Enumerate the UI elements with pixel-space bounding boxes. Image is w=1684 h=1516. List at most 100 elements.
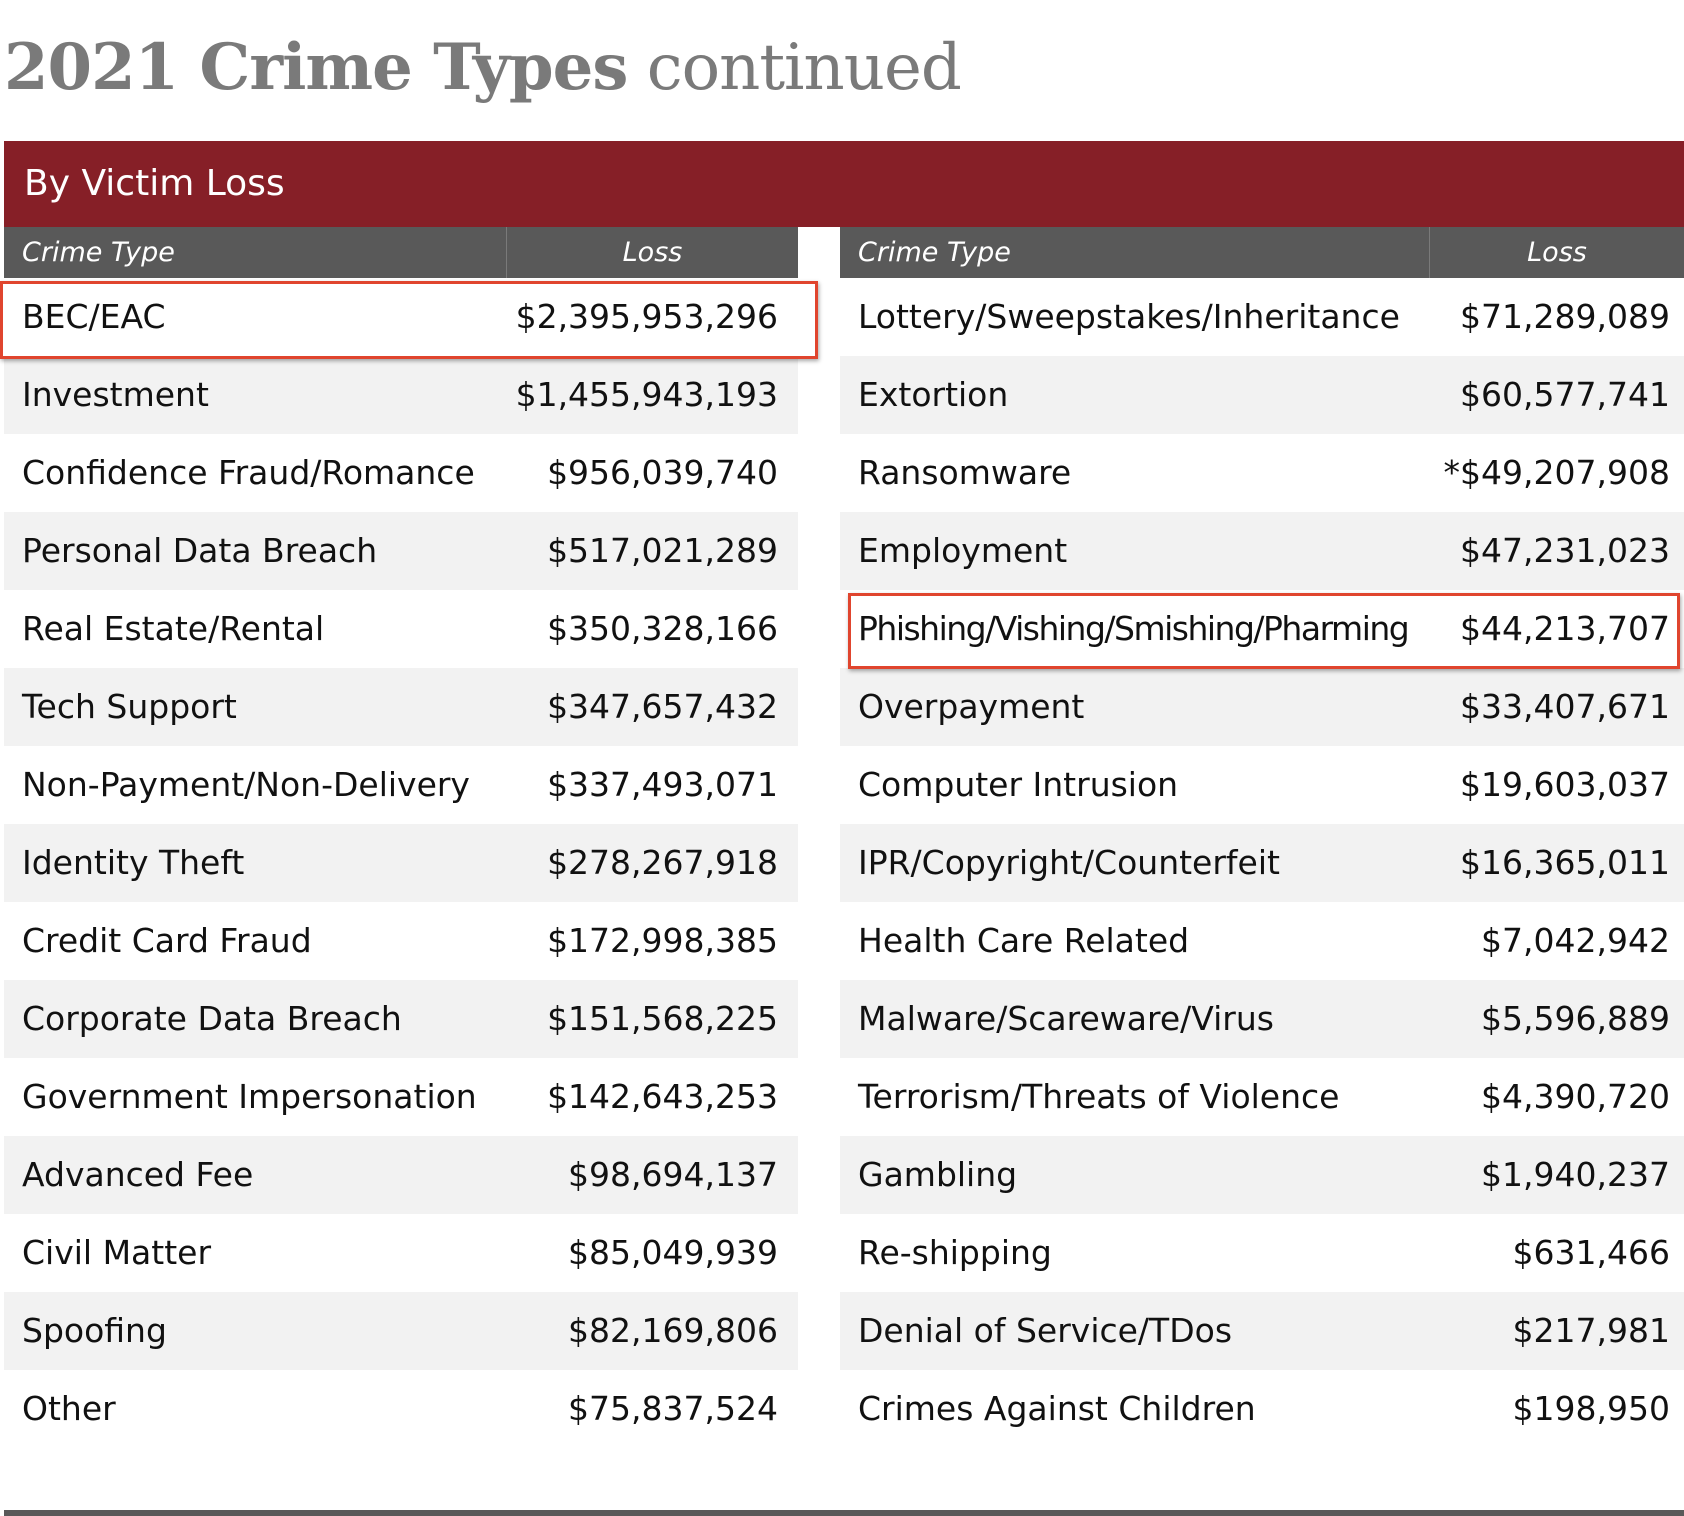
- loss-cell: $60,577,741: [1460, 375, 1670, 414]
- loss-cell: $19,603,037: [1460, 765, 1670, 804]
- crime-type-cell: Personal Data Breach: [22, 531, 378, 570]
- crime-type-cell: Ransomware: [858, 453, 1072, 492]
- table-row: Identity Theft $278,267,918: [4, 824, 798, 902]
- bottom-divider: [4, 1510, 1684, 1516]
- loss-cell: $142,643,253: [547, 1077, 778, 1116]
- table-row: Advanced Fee $98,694,137: [4, 1136, 798, 1214]
- crime-type-cell: Lottery/Sweepstakes/Inheritance: [858, 297, 1400, 336]
- crime-type-cell: Spoofing: [22, 1311, 167, 1350]
- table-row: Employment $47,231,023: [840, 512, 1684, 590]
- crime-type-cell: Health Care Related: [858, 921, 1190, 960]
- loss-cell: $85,049,939: [568, 1233, 778, 1272]
- table-row: Confidence Fraud/Romance $956,039,740: [4, 434, 798, 512]
- table-row: IPR/Copyright/Counterfeit $16,365,011: [840, 824, 1684, 902]
- crime-type-cell: Civil Matter: [22, 1233, 212, 1272]
- table-row: Tech Support $347,657,432: [4, 668, 798, 746]
- loss-cell: $2,395,953,296: [515, 297, 778, 336]
- loss-cell: $98,694,137: [568, 1155, 778, 1194]
- loss-cell: $198,950: [1512, 1389, 1670, 1428]
- crime-type-cell: Computer Intrusion: [858, 765, 1179, 804]
- loss-cell: $172,998,385: [547, 921, 778, 960]
- crime-type-cell: IPR/Copyright/Counterfeit: [858, 843, 1280, 882]
- column-separator: [506, 227, 507, 278]
- loss-cell: $71,289,089: [1460, 297, 1670, 336]
- table-row: Health Care Related $7,042,942: [840, 902, 1684, 980]
- table-row: Government Impersonation $142,643,253: [4, 1058, 798, 1136]
- table-row: Re-shipping $631,466: [840, 1214, 1684, 1292]
- crime-type-cell: Non-Payment/Non-Delivery: [22, 765, 470, 804]
- table-row: Lottery/Sweepstakes/Inheritance $71,289,0…: [840, 278, 1684, 356]
- loss-cell: $631,466: [1512, 1233, 1670, 1272]
- table-row: Credit Card Fraud $172,998,385: [4, 902, 798, 980]
- table-header-left: Crime Type Loss: [4, 227, 798, 278]
- section-banner-label: By Victim Loss: [24, 163, 285, 204]
- loss-cell: $33,407,671: [1460, 687, 1670, 726]
- loss-cell: $1,940,237: [1481, 1155, 1670, 1194]
- crime-type-cell: Malware/Scareware/Virus: [858, 999, 1274, 1038]
- loss-cell: $956,039,740: [547, 453, 778, 492]
- loss-cell: $47,231,023: [1460, 531, 1670, 570]
- table-row: Denial of Service/TDos $217,981: [840, 1292, 1684, 1370]
- crime-type-cell: Government Impersonation: [22, 1077, 477, 1116]
- crime-type-cell: Credit Card Fraud: [22, 921, 312, 960]
- loss-cell: $4,390,720: [1481, 1077, 1670, 1116]
- crime-type-cell: Investment: [22, 375, 209, 414]
- table-right-column: Crime Type Loss Lottery/Sweepstakes/Inhe…: [840, 227, 1684, 1448]
- crime-type-cell: Extortion: [858, 375, 1009, 414]
- table-row: Corporate Data Breach $151,568,225: [4, 980, 798, 1058]
- crime-type-cell: Tech Support: [22, 687, 237, 726]
- loss-cell: $7,042,942: [1481, 921, 1670, 960]
- table-row: Personal Data Breach $517,021,289: [4, 512, 798, 590]
- loss-cell: $82,169,806: [568, 1311, 778, 1350]
- crime-type-cell: Employment: [858, 531, 1068, 570]
- loss-cell: $278,267,918: [547, 843, 778, 882]
- table-row: Ransomware *$49,207,908: [840, 434, 1684, 512]
- table-left-column: Crime Type Loss BEC/EAC $2,395,953,296 In…: [4, 227, 798, 1448]
- loss-cell: $337,493,071: [547, 765, 778, 804]
- table-header-right: Crime Type Loss: [840, 227, 1684, 278]
- crime-type-cell: Denial of Service/TDos: [858, 1311, 1233, 1350]
- table-row: Overpayment $33,407,671: [840, 668, 1684, 746]
- table-row: Computer Intrusion $19,603,037: [840, 746, 1684, 824]
- crime-type-cell: Advanced Fee: [22, 1155, 254, 1194]
- section-banner: By Victim Loss: [4, 141, 1684, 227]
- table-row: Other $75,837,524: [4, 1370, 798, 1448]
- column-header-loss: Loss: [622, 237, 683, 268]
- loss-cell: $16,365,011: [1460, 843, 1670, 882]
- table-row: Non-Payment/Non-Delivery $337,493,071: [4, 746, 798, 824]
- table-row: Investment $1,455,943,193: [4, 356, 798, 434]
- column-header-loss: Loss: [1527, 237, 1587, 268]
- crime-type-cell: Other: [22, 1389, 116, 1428]
- crime-type-cell: Gambling: [858, 1155, 1018, 1194]
- highlight-box-phishing: [848, 593, 1680, 669]
- crime-type-cell: Corporate Data Breach: [22, 999, 402, 1038]
- crime-type-cell: Re-shipping: [858, 1233, 1052, 1272]
- crime-type-cell: Crimes Against Children: [858, 1389, 1256, 1428]
- loss-cell: $75,837,524: [568, 1389, 778, 1428]
- crime-type-cell: Confidence Fraud/Romance: [22, 453, 475, 492]
- loss-cell: $350,328,166: [547, 609, 778, 648]
- loss-cell: $217,981: [1512, 1311, 1670, 1350]
- loss-cell: $517,021,289: [547, 531, 778, 570]
- loss-cell: $5,596,889: [1481, 999, 1670, 1038]
- table-row: Phishing/Vishing/Smishing/Pharming $44,21…: [840, 590, 1684, 668]
- table-row: Terrorism/Threats of Violence $4,390,720: [840, 1058, 1684, 1136]
- loss-cell: $347,657,432: [547, 687, 778, 726]
- page-title: 2021 Crime Types continued: [4, 28, 962, 108]
- highlight-box-bec-eac: [0, 281, 818, 359]
- table-row: Civil Matter $85,049,939: [4, 1214, 798, 1292]
- crime-type-cell: Overpayment: [858, 687, 1085, 726]
- crime-type-cell: Identity Theft: [22, 843, 245, 882]
- table-row: Spoofing $82,169,806: [4, 1292, 798, 1370]
- loss-cell: *$49,207,908: [1443, 453, 1670, 492]
- table-body-right: Lottery/Sweepstakes/Inheritance $71,289,0…: [840, 278, 1684, 1448]
- table-row: Crimes Against Children $198,950: [840, 1370, 1684, 1448]
- crime-type-cell: Terrorism/Threats of Violence: [858, 1077, 1340, 1116]
- page-title-main: 2021 Crime Types: [4, 30, 628, 105]
- table-row: Real Estate/Rental $350,328,166: [4, 590, 798, 668]
- column-header-crime-type: Crime Type: [22, 237, 175, 268]
- table-row: Gambling $1,940,237: [840, 1136, 1684, 1214]
- table-row: BEC/EAC $2,395,953,296: [4, 278, 798, 356]
- loss-cell: $44,213,707: [1460, 609, 1670, 648]
- page-title-suffix: continued: [646, 31, 962, 105]
